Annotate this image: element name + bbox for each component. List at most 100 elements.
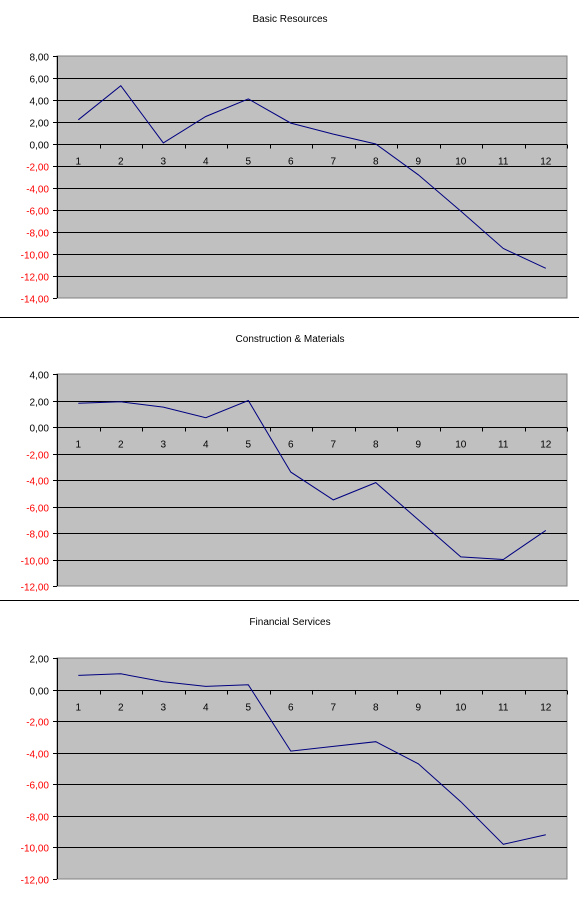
x-tick-label: 12: [540, 157, 552, 168]
x-tick-label: 11: [498, 440, 509, 451]
y-tick-label: -10,00: [21, 844, 50, 855]
data-point: [162, 680, 165, 683]
chart-financial-services: Financial Services 2,00 0,00 -2,00 -4,00 -6,…: [21, 617, 568, 887]
x-tick-label: 1: [75, 157, 81, 168]
x-tick-label: 6: [288, 703, 294, 714]
y-tick-label: 4,00: [30, 97, 50, 108]
y-tick-label: -2,00: [26, 163, 49, 174]
data-point: [247, 97, 250, 100]
x-tick-label: 3: [160, 703, 166, 714]
x-tick-label: 8: [373, 157, 379, 168]
data-point: [162, 141, 165, 144]
y-tick-label: -12,00: [21, 876, 50, 887]
data-point: [77, 674, 80, 677]
data-point: [77, 402, 80, 405]
y-tick-label: 2,00: [30, 398, 50, 409]
y-tick-label: -2,00: [26, 718, 49, 729]
data-point: [119, 400, 122, 403]
x-tick-label: 6: [288, 157, 294, 168]
x-tick-label: 9: [415, 157, 421, 168]
x-tick-label: 9: [415, 440, 421, 451]
chart-basic-resources: Basic Resources 8,00 6,00 4,00 2,00 0,00 -2,0…: [21, 14, 568, 306]
x-tick-label: 9: [415, 703, 421, 714]
chart-title: Financial Services: [249, 617, 330, 628]
x-tick-label: 6: [288, 440, 294, 451]
y-tick-label: -10,00: [21, 557, 50, 568]
x-tick-label: 7: [330, 703, 336, 714]
x-tick-label: 10: [455, 440, 467, 451]
y-tick-label: 6,00: [30, 75, 50, 86]
x-tick-label: 10: [455, 157, 467, 168]
plot-area: [56, 55, 568, 299]
data-point: [77, 118, 80, 121]
data-point: [544, 267, 547, 270]
y-tick-label: 4,00: [30, 371, 50, 382]
chart-title: Basic Resources: [252, 14, 327, 25]
data-point: [162, 406, 165, 409]
data-point: [417, 762, 420, 765]
y-tick-label: -4,00: [26, 750, 49, 761]
x-tick-label: 10: [455, 703, 467, 714]
series-line: [78, 399, 547, 561]
y-tick-label: 8,00: [30, 53, 50, 64]
x-tick-label: 2: [118, 157, 124, 168]
y-tick-label: 2,00: [30, 655, 50, 666]
y-tick-label: -12,00: [21, 583, 50, 594]
data-point: [459, 210, 462, 213]
x-tick-label: 8: [373, 440, 379, 451]
x-tick-label: 3: [160, 157, 166, 168]
x-tick-label: 1: [75, 440, 81, 451]
data-point: [502, 247, 505, 250]
x-tick-label: 7: [330, 440, 336, 451]
y-tick-label: 0,00: [30, 424, 50, 435]
chart-divider: [0, 317, 579, 318]
y-tick-label: 0,00: [30, 141, 50, 152]
data-point: [204, 685, 207, 688]
y-tick-label: -14,00: [21, 295, 50, 306]
chart-panel-financial-services: Financial Services 2,00 0,00 -2,00 -4,00 -6,…: [0, 601, 579, 897]
x-tick-label: 4: [203, 157, 209, 168]
y-tick-label: -4,00: [26, 477, 49, 488]
x-tick-label: 3: [160, 440, 166, 451]
data-point: [119, 84, 122, 87]
data-point: [247, 683, 250, 686]
data-point: [204, 115, 207, 118]
chart-divider: [0, 600, 579, 601]
y-tick-label: -6,00: [26, 781, 49, 792]
data-point: [374, 143, 377, 146]
y-tick-label: 2,00: [30, 119, 50, 130]
series-line: [77, 84, 547, 269]
x-tick-label: 2: [118, 440, 124, 451]
y-tick-label: -8,00: [26, 229, 49, 240]
data-point: [374, 740, 377, 743]
data-point: [544, 833, 547, 836]
data-point: [332, 745, 335, 748]
x-tick-label: 1: [75, 703, 81, 714]
chart-panel-basic-resources: Basic Resources 8,00 6,00 4,00 2,00 0,00 -2,0…: [0, 0, 579, 317]
x-tick-label: 7: [330, 157, 336, 168]
x-tick-label: 5: [245, 440, 251, 451]
data-point: [459, 800, 462, 803]
data-point: [417, 173, 420, 176]
x-tick-label: 8: [373, 703, 379, 714]
y-tick-label: -8,00: [26, 530, 49, 541]
y-tick-label: -6,00: [26, 504, 49, 515]
y-tick-label: -12,00: [21, 273, 50, 284]
data-point: [289, 122, 292, 125]
data-point: [289, 471, 292, 474]
data-point: [459, 555, 462, 558]
data-point: [502, 558, 505, 561]
y-tick-label: -8,00: [26, 813, 49, 824]
data-point: [374, 481, 377, 484]
x-tick-label: 11: [498, 157, 509, 168]
x-tick-label: 4: [203, 440, 209, 451]
data-point: [332, 133, 335, 136]
y-tick-label: -2,00: [26, 451, 49, 462]
data-point: [332, 498, 335, 501]
y-tick-label: -10,00: [21, 251, 50, 262]
x-tick-label: 2: [118, 703, 124, 714]
y-tick-label: -4,00: [26, 185, 49, 196]
y-tick-label: 0,00: [30, 687, 50, 698]
chart-title: Construction & Materials: [236, 334, 345, 345]
series-line: [78, 673, 546, 845]
